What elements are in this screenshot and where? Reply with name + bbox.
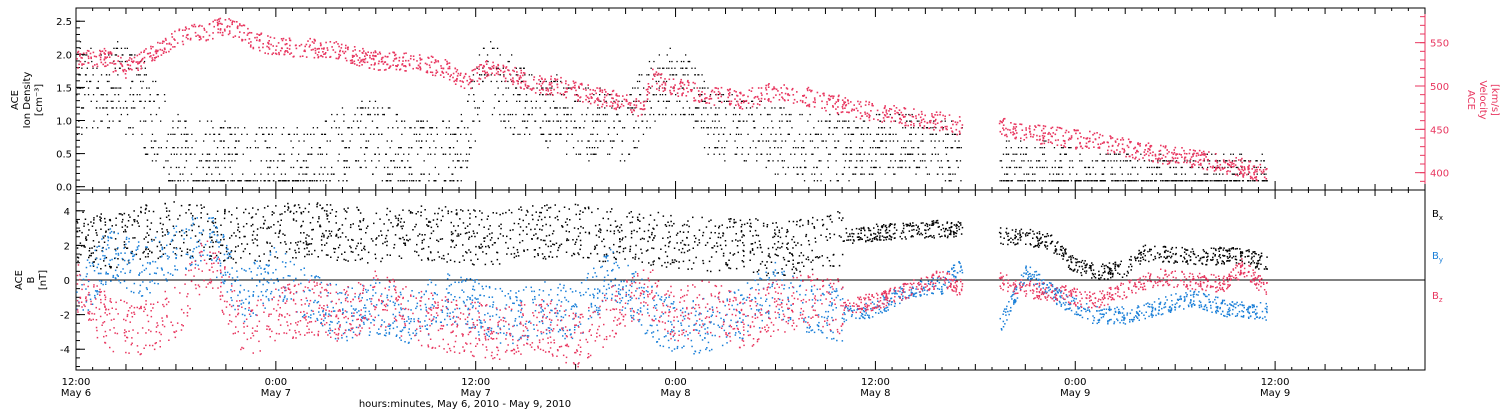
date-tick-label-6: May 9 bbox=[1260, 388, 1290, 399]
time-axis-title: hours:minutes, May 6, 2010 - May 9, 2010 bbox=[359, 399, 571, 410]
top-panel-frame bbox=[75, 7, 1426, 191]
legend-bz: Bz bbox=[1432, 291, 1443, 304]
time-tick-label-2: 12:00 bbox=[461, 377, 490, 388]
density-axis-label-unit: [cm⁻³] bbox=[34, 84, 45, 116]
velocity-tick-label-2: 500 bbox=[1430, 82, 1449, 93]
field-tick-label-3: 2 bbox=[64, 241, 70, 252]
bottom-panel-ticks: -4 -2 0 2 4 bbox=[60, 192, 85, 368]
velocity-tick-label-3: 550 bbox=[1430, 39, 1449, 50]
date-tick-label-2: May 7 bbox=[461, 388, 491, 399]
density-axis-label-instrument: ACE bbox=[10, 90, 21, 110]
velocity-axis-label-quantity: Velocity bbox=[1477, 80, 1488, 119]
field-axis-label-instrument: ACE bbox=[14, 270, 25, 290]
field-axis-label-unit: [nT] bbox=[38, 270, 49, 290]
series-by bbox=[76, 217, 1268, 355]
series-bx bbox=[76, 201, 1268, 281]
velocity-tick-label-1: 450 bbox=[1430, 125, 1449, 136]
density-axis-label-quantity: Ion Density bbox=[22, 72, 33, 129]
density-tick-label-1: 0.5 bbox=[56, 150, 72, 161]
velocity-axis-label-unit: [km/s] bbox=[1489, 84, 1500, 116]
top-panel-ticks: 0.0 0.5 1.0 1.5 2.0 2.5 400 450 500 550 bbox=[56, 8, 1449, 194]
date-tick-label-5: May 9 bbox=[1060, 388, 1090, 399]
field-component-legend: Bx By Bz bbox=[1432, 209, 1443, 304]
field-tick-label-4: 4 bbox=[64, 207, 70, 218]
velocity-axis-label-instrument: ACE bbox=[1465, 90, 1476, 110]
field-tick-label-2: 0 bbox=[64, 276, 70, 287]
date-tick-label-4: May 8 bbox=[860, 388, 890, 399]
velocity-tick-label-0: 400 bbox=[1430, 169, 1449, 180]
series-velocity bbox=[76, 17, 1268, 182]
density-tick-label-0: 0.0 bbox=[56, 183, 72, 194]
density-tick-label-3: 1.5 bbox=[56, 83, 72, 94]
time-tick-label-6: 12:00 bbox=[1261, 377, 1290, 388]
date-tick-label-3: May 8 bbox=[660, 388, 690, 399]
series-bz bbox=[76, 240, 1268, 368]
bottom-panel-series bbox=[76, 201, 1268, 368]
field-tick-label-0: -4 bbox=[60, 345, 70, 356]
date-tick-label-0: May 6 bbox=[61, 388, 91, 399]
top-panel-series bbox=[76, 17, 1268, 182]
field-tick-label-1: -2 bbox=[60, 311, 70, 322]
date-tick-label-1: May 7 bbox=[261, 388, 291, 399]
legend-bx: Bx bbox=[1432, 209, 1443, 222]
magnetic-field-panel: -4 -2 0 2 4 ACE B [nT] Bx By Bz bbox=[14, 189, 1443, 371]
density-velocity-panel: 0.0 0.5 1.0 1.5 2.0 2.5 400 450 500 550 ACE Ion D… bbox=[10, 7, 1500, 194]
time-tick-label-5: 0:00 bbox=[1064, 377, 1086, 388]
field-axis-label-quantity: B bbox=[26, 276, 37, 283]
time-tick-label-4: 12:00 bbox=[861, 377, 890, 388]
legend-by: By bbox=[1432, 251, 1443, 264]
time-tick-label-0: 12:00 bbox=[62, 377, 91, 388]
density-tick-label-2: 1.0 bbox=[56, 117, 72, 128]
time-tick-label-1: 0:00 bbox=[265, 377, 287, 388]
series-ion-density bbox=[76, 41, 1268, 182]
density-tick-label-4: 2.0 bbox=[56, 50, 72, 61]
density-tick-label-5: 2.5 bbox=[56, 17, 72, 28]
time-tick-label-3: 0:00 bbox=[664, 377, 686, 388]
